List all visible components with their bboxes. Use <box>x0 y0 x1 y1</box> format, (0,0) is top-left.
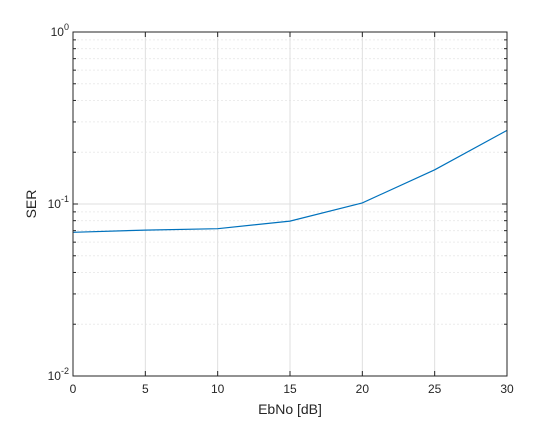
y-tick-label: 10-1 <box>48 194 69 211</box>
series-layer <box>72 129 508 233</box>
y-tick-label: 100 <box>51 22 69 39</box>
x-tick-label: 25 <box>428 382 442 396</box>
x-tick-label: 30 <box>500 382 514 396</box>
y-tick-labels: 10-2 10-1 100 <box>48 22 69 383</box>
x-tick-label: 20 <box>356 382 370 396</box>
x-tick-label: 0 <box>70 382 77 396</box>
x-tick-labels: 0 5 10 15 20 25 30 <box>70 382 514 396</box>
x-tick-label: 15 <box>283 382 297 396</box>
x-tick-label: 5 <box>142 382 149 396</box>
tick-marks <box>72 31 508 377</box>
y-axis-label: SER <box>23 190 39 219</box>
x-tick-label: 10 <box>211 382 225 396</box>
y-tick-label: 10-2 <box>48 366 69 383</box>
x-axis-label: EbNo [dB] <box>258 401 322 417</box>
series-line <box>72 129 508 233</box>
